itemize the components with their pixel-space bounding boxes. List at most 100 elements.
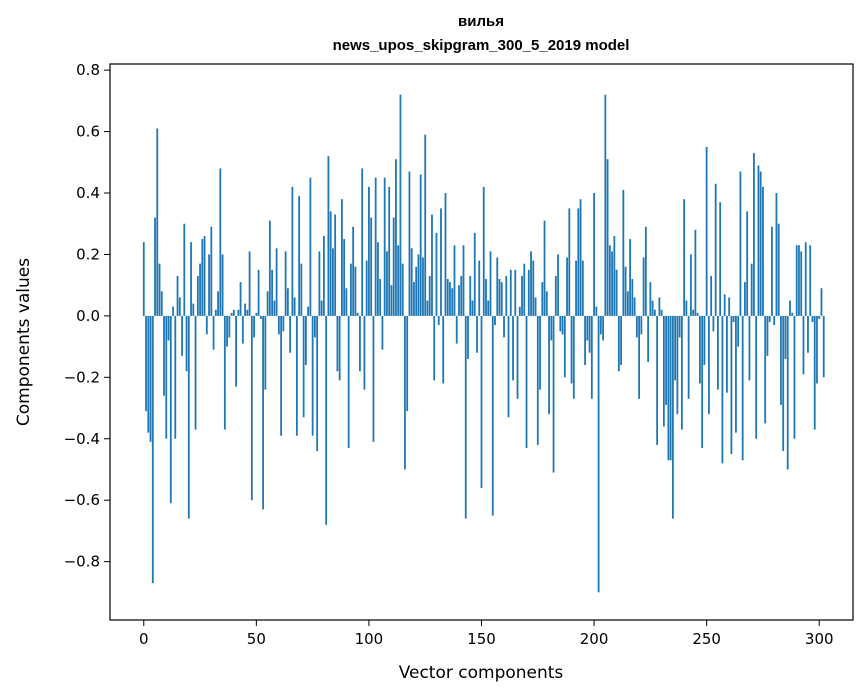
bar	[728, 297, 731, 316]
bar	[557, 254, 559, 316]
bar	[570, 315, 573, 384]
bar	[268, 220, 271, 316]
y-tick-label: −0.8	[64, 553, 100, 571]
bar	[334, 214, 337, 316]
bar	[777, 223, 780, 316]
bar	[332, 248, 334, 316]
bar	[165, 315, 168, 439]
bar	[347, 315, 350, 448]
bar	[744, 282, 746, 316]
bar	[482, 186, 485, 316]
bar	[363, 315, 366, 390]
bar	[399, 94, 402, 316]
x-tick-label: 100	[355, 630, 384, 648]
bar	[183, 223, 186, 316]
bar	[163, 315, 165, 396]
bar	[426, 300, 429, 316]
bar	[689, 254, 692, 316]
bar	[190, 242, 192, 316]
bar	[649, 282, 652, 316]
bar	[205, 315, 208, 335]
bar	[766, 315, 769, 356]
bar	[786, 315, 789, 470]
bar	[791, 312, 794, 316]
bar	[169, 315, 172, 504]
bar	[147, 315, 150, 433]
bar	[784, 315, 787, 359]
bar	[178, 297, 181, 316]
x-axis-label: Vector components	[399, 663, 564, 683]
y-tick-label: −0.6	[64, 491, 100, 509]
bar	[442, 315, 445, 384]
bar	[798, 245, 800, 316]
bar	[804, 242, 807, 316]
bar	[428, 275, 431, 316]
y-tick-label: 0.2	[76, 245, 100, 263]
bar	[721, 315, 724, 464]
bar	[530, 251, 532, 316]
bar	[291, 186, 294, 316]
y-tick-label: 0.0	[76, 307, 100, 325]
bar	[424, 134, 427, 316]
bar	[588, 315, 591, 353]
bar	[392, 217, 395, 316]
bar	[167, 315, 170, 341]
bar	[230, 312, 233, 316]
bar	[624, 266, 627, 316]
bar	[203, 236, 206, 316]
bar	[300, 263, 303, 316]
bar	[221, 254, 224, 316]
bar	[595, 306, 598, 316]
bar	[208, 254, 210, 316]
bar	[174, 315, 177, 439]
bar	[201, 239, 204, 316]
y-tick-label: −0.2	[64, 368, 100, 386]
bar	[476, 315, 478, 353]
bar	[696, 312, 699, 316]
bar	[723, 294, 726, 316]
bar	[464, 315, 467, 519]
bar	[816, 315, 818, 384]
bar	[273, 300, 276, 316]
bar	[444, 193, 447, 316]
y-tick-label: 0.6	[76, 123, 100, 141]
bar	[199, 263, 201, 316]
bar	[458, 285, 460, 316]
bar	[462, 245, 465, 316]
bar	[496, 257, 499, 316]
bar	[181, 315, 183, 356]
bar	[419, 174, 422, 316]
bar	[678, 315, 681, 338]
chart-title-line2: news_upos_skipgram_300_5_2019 model	[333, 37, 630, 54]
bar	[726, 315, 728, 393]
bar	[277, 315, 280, 335]
bar	[293, 297, 296, 316]
bar	[647, 315, 650, 362]
bar	[741, 315, 744, 461]
bar	[368, 186, 370, 316]
bar	[633, 297, 636, 316]
bar	[651, 300, 654, 316]
bar	[559, 315, 562, 332]
bar	[523, 263, 526, 316]
bar	[608, 245, 611, 316]
bar	[244, 303, 246, 316]
x-tick-label: 300	[805, 630, 834, 648]
bar	[604, 94, 607, 316]
bar	[771, 226, 773, 316]
bar	[748, 315, 751, 381]
bar	[266, 291, 269, 316]
bar	[280, 315, 283, 436]
bar	[446, 279, 449, 316]
bar	[667, 315, 670, 461]
bar	[160, 291, 163, 316]
bar	[259, 315, 262, 319]
bar	[271, 269, 274, 316]
bar	[478, 260, 481, 316]
bar	[809, 245, 812, 316]
bar	[313, 315, 316, 338]
bar	[739, 171, 742, 316]
bar	[345, 288, 348, 316]
bar	[807, 315, 809, 353]
